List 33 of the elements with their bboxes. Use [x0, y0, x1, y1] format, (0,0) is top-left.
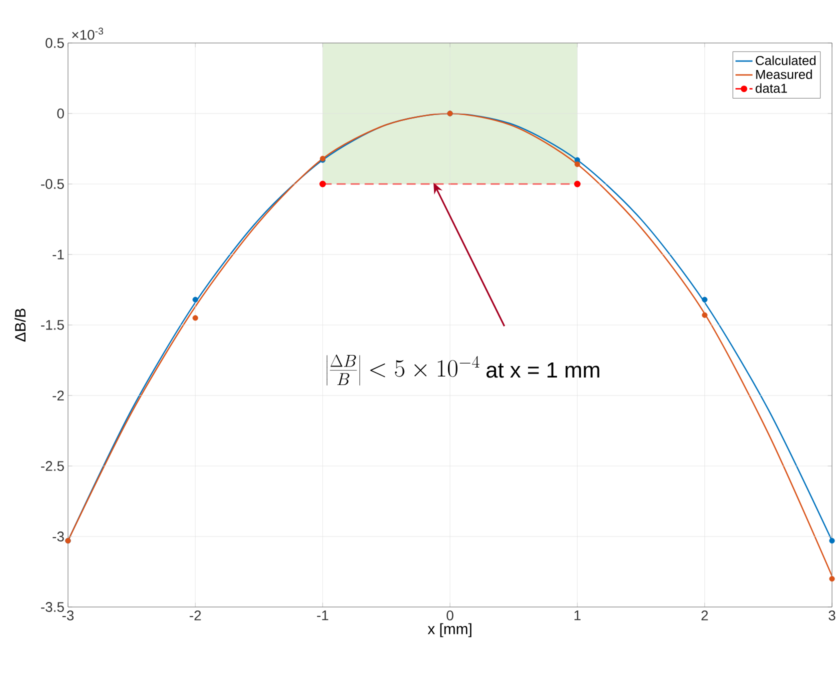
legend-label: Calculated: [756, 56, 816, 66]
y-tick-label: -2.5: [41, 461, 64, 471]
point: [702, 312, 708, 318]
x-tick-label: -2: [190, 610, 201, 620]
x-tick-label: 0: [446, 610, 454, 620]
point: [702, 296, 708, 302]
x-tick-label: 1: [574, 610, 581, 620]
y-tick-label: -3.5: [41, 602, 64, 612]
point: [829, 576, 835, 582]
point: [574, 161, 580, 168]
annotation: at x = 1 mm: [486, 362, 600, 378]
legend-label: data1: [756, 83, 787, 93]
x-tick-label: -1: [317, 610, 328, 620]
y-tick-label: -2: [52, 390, 64, 400]
x-tick-label: -3: [62, 610, 74, 620]
text: ×10$^{-3}$: [72, 28, 104, 40]
y-tick-label: 0: [57, 108, 64, 118]
x-tick-label: 3: [828, 610, 836, 620]
point: [574, 180, 581, 188]
y-tick-label: 0.5: [46, 38, 64, 48]
point: [192, 296, 198, 302]
annotation: $\left|\frac{\Delta B}{B}\right| < 5 \times 10^{-4}$: [326, 354, 480, 386]
y-axis-title: ΔB/B: [14, 308, 26, 342]
y-tick-label: -3: [52, 532, 64, 542]
y-tick-label: -0.5: [41, 179, 64, 189]
y-tick-label: -1: [52, 250, 64, 260]
y-tick-label: -1.5: [41, 320, 64, 330]
legend-label: Measured: [756, 70, 812, 80]
point: [319, 180, 326, 188]
point: [192, 315, 198, 321]
x-tick-label: 2: [701, 610, 708, 620]
x-axis-title: x [mm]: [428, 623, 472, 638]
point: [829, 538, 835, 544]
